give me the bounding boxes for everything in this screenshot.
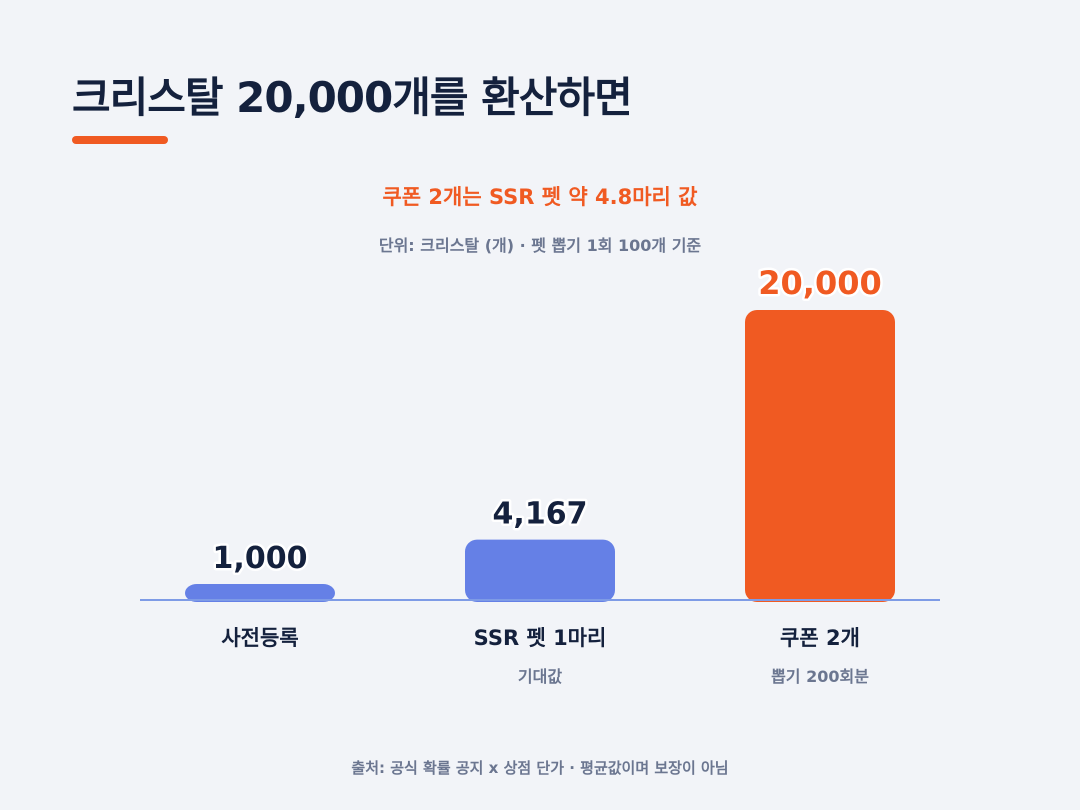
title-underline-accent bbox=[72, 136, 168, 144]
value-label-1: 4,167 bbox=[493, 497, 588, 532]
value-label-2: 20,000 bbox=[758, 264, 881, 302]
bar-1 bbox=[465, 539, 615, 602]
chart-title: 크리스탈 20,000개를 환산하면 bbox=[72, 73, 633, 122]
bar-0 bbox=[185, 584, 335, 602]
category-label-0: 사전등록 bbox=[221, 626, 298, 650]
chart-subtitle: 쿠폰 2개는 SSR 펫 약 4.8마리 값 bbox=[382, 185, 698, 209]
category-sublabel-2: 뽑기 200회분 bbox=[771, 667, 869, 686]
source-footer: 출처: 공식 확률 공지 x 상점 단가 · 평균값이며 보장이 아님 bbox=[351, 759, 729, 777]
unit-note: 단위: 크리스탈 (개) · 펫 뽑기 1회 100개 기준 bbox=[378, 236, 702, 255]
value-label-0: 1,000 bbox=[213, 541, 308, 576]
category-sublabel-1: 기대값 bbox=[518, 667, 562, 686]
bar-2 bbox=[745, 310, 895, 602]
category-label-1: SSR 펫 1마리 bbox=[474, 626, 607, 650]
category-label-2: 쿠폰 2개 bbox=[780, 626, 860, 650]
